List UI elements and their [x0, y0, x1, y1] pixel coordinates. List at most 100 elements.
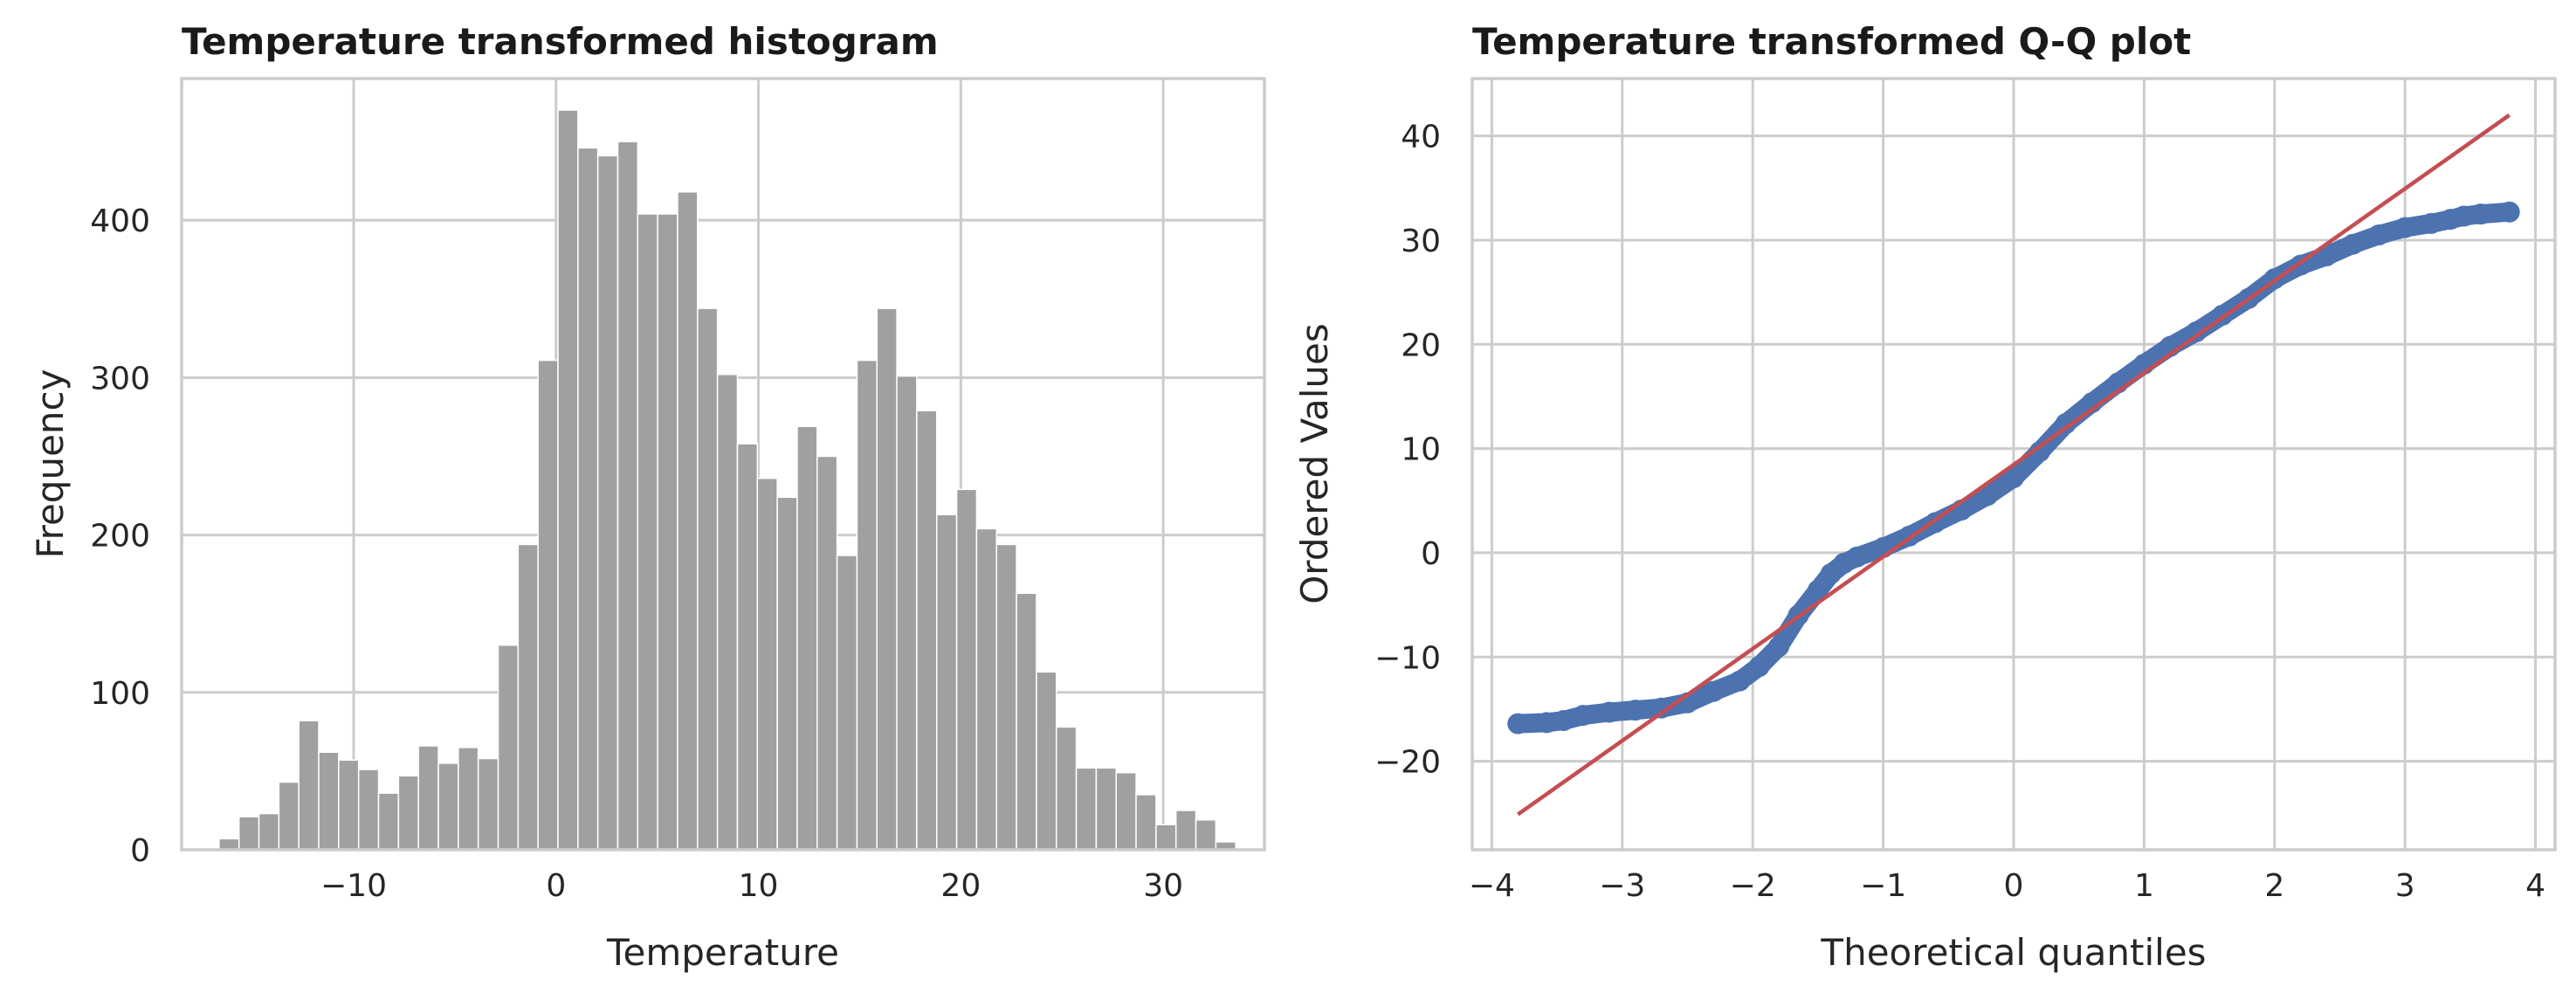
histogram-panel: −10 0 10 20 30 0 100 200 300 400 Temperature tra…	[29, 20, 1266, 974]
histogram-bar	[1115, 771, 1137, 851]
histogram-bar	[736, 443, 759, 851]
histogram-bar	[776, 496, 798, 851]
qq-point	[1650, 697, 1672, 719]
histogram-bar	[657, 213, 678, 851]
qq-x-tick-label: −1	[1860, 868, 1906, 904]
histogram-bar	[238, 816, 260, 851]
qq-x-tick-label: 0	[2004, 868, 2024, 904]
qq-y-tick-label: 20	[1401, 328, 1441, 363]
qq-point	[1703, 680, 1725, 702]
histogram-y-tick-label: 400	[90, 203, 150, 239]
histogram-y-tick-label: 300	[90, 361, 150, 397]
qq-plot-frame	[1471, 77, 2557, 852]
histogram-bar	[517, 543, 539, 851]
histogram-y-tick-label: 0	[130, 833, 150, 869]
qq-y-ticks: −20 −10 0 10 20 30 40	[1374, 120, 1441, 781]
qq-point	[2469, 203, 2491, 225]
histogram-bar	[437, 762, 459, 851]
qq-point	[1846, 546, 1868, 568]
histogram-bars	[218, 109, 1236, 851]
qq-x-tick-label: −2	[1730, 868, 1776, 904]
qq-y-tick-label: 10	[1401, 432, 1441, 468]
histogram-bar	[577, 147, 599, 851]
qq-point	[2394, 217, 2416, 238]
histogram-x-tick-label: −10	[320, 868, 387, 904]
qq-y-tick-label: −20	[1374, 745, 1441, 781]
histogram-x-tick-label: 20	[940, 868, 981, 904]
qq-point	[1748, 655, 1770, 677]
qq-x-tick-label: −4	[1469, 868, 1515, 904]
histogram-y-tick-label: 200	[90, 519, 150, 555]
histogram-bar	[1016, 592, 1037, 851]
qq-point	[1536, 712, 1558, 734]
qq-point	[1807, 579, 1829, 601]
qq-point	[2498, 201, 2520, 223]
histogram-bar	[995, 543, 1017, 851]
qq-point	[2055, 412, 2077, 434]
qq-point	[2003, 467, 2024, 489]
histogram-x-axis-label: Temperature	[606, 931, 839, 974]
histogram-x-tick-label: 0	[546, 868, 566, 904]
qq-point	[1553, 710, 1574, 732]
histogram-bar	[458, 747, 479, 851]
histogram-bar	[796, 425, 818, 851]
qq-point	[1729, 670, 1751, 692]
histogram-bar	[936, 514, 958, 851]
histogram-bar	[836, 555, 858, 851]
histogram-bar	[537, 359, 559, 851]
qq-y-tick-label: −10	[1374, 640, 1441, 676]
qq-x-ticks: −4 −3 −2 −1 0 1 2 3 4	[1469, 868, 2545, 904]
qq-point	[1977, 485, 1999, 507]
histogram-bar	[1075, 767, 1098, 851]
histogram-y-tick-label: 100	[90, 676, 150, 712]
histogram-bar	[218, 838, 240, 851]
qq-point	[2028, 441, 2050, 463]
histogram-bar	[876, 307, 898, 851]
histogram-bar	[1195, 819, 1217, 851]
histogram-bar	[896, 375, 918, 851]
qq-point	[2186, 321, 2208, 342]
histogram-bar	[338, 759, 360, 851]
histogram-x-tick-label: 10	[739, 868, 779, 904]
histogram-bar	[1135, 794, 1157, 851]
histogram-bar	[417, 745, 439, 851]
histogram-bar	[756, 477, 778, 851]
histogram-bar	[677, 190, 699, 851]
histogram-bar	[856, 359, 878, 851]
histogram-x-ticks: −10 0 10 20 30	[320, 868, 1183, 904]
qq-point	[2453, 205, 2475, 227]
qq-point	[2368, 224, 2390, 245]
qq-y-tick-label: 0	[1421, 536, 1441, 572]
histogram-bar	[955, 488, 978, 851]
histogram-bar	[357, 769, 380, 851]
histogram-bar	[596, 155, 619, 851]
histogram-bar	[916, 410, 938, 851]
histogram-bar	[697, 307, 719, 851]
histogram-bar	[557, 109, 579, 851]
histogram-bar	[318, 751, 340, 851]
histogram-bar	[497, 644, 520, 851]
qq-x-tick-label: 1	[2134, 868, 2154, 904]
histogram-bar	[1155, 824, 1177, 851]
qq-point	[2421, 212, 2442, 234]
histogram-title: Temperature transformed histogram	[182, 20, 939, 63]
qq-point	[1572, 705, 1594, 727]
qq-point	[1507, 713, 1529, 734]
qq-title: Temperature transformed Q-Q plot	[1472, 20, 2191, 63]
qq-point	[1598, 701, 1620, 723]
histogram-bar	[816, 455, 838, 851]
qq-fit-line	[1516, 113, 2511, 817]
histogram-bar	[298, 720, 320, 851]
qq-y-axis-label: Ordered Values	[1293, 323, 1336, 604]
histogram-bar	[477, 757, 499, 851]
histogram-x-tick-label: 30	[1143, 868, 1183, 904]
qq-x-tick-label: −3	[1599, 868, 1645, 904]
qq-x-tick-label: 4	[2525, 868, 2545, 904]
qq-point	[2316, 245, 2338, 266]
histogram-bar	[258, 812, 280, 851]
histogram-bar	[397, 775, 419, 851]
qq-point	[1768, 636, 1790, 658]
qq-x-tick-label: 3	[2395, 868, 2415, 904]
